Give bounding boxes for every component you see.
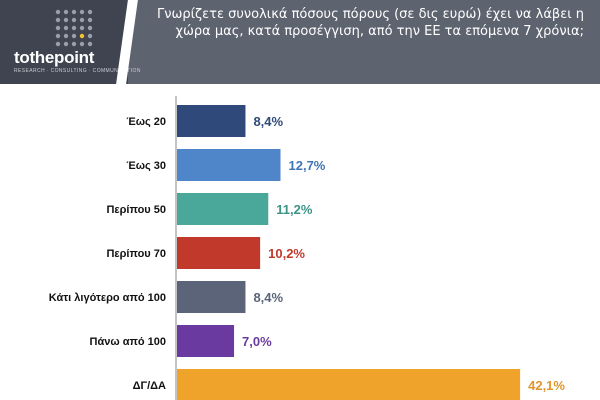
logo-dot (71, 41, 77, 47)
bar (177, 281, 246, 313)
logo-dot (63, 41, 69, 47)
logo-dot (87, 17, 93, 23)
bar-chart: Έως 20 8,4% Έως 30 12,7% Περίπου 50 11,2% Περί… (49, 96, 565, 400)
value-label: 12,7% (289, 158, 326, 173)
logo-dot (63, 25, 69, 31)
logo-dot (63, 9, 69, 15)
value-label: 8,4% (253, 114, 283, 129)
question-title: Γνωρίζετε συνολικά πόσους πόρους (σε δις… (157, 7, 584, 39)
logo-dot (63, 17, 69, 23)
category-label: ΔΓ/ΔΑ (133, 380, 166, 392)
header-banner: tothepoint RESEARCH · CONSULTING · COMMU… (0, 0, 600, 84)
logo-tagline: RESEARCH · CONSULTING · COMMUNICATION (14, 68, 141, 74)
category-label: Περίπου 70 (106, 248, 166, 260)
logo-dot (87, 33, 93, 39)
category-label: Κάτι λιγότερο από 100 (49, 292, 166, 304)
logo-dot (55, 33, 61, 39)
logo-dot (71, 9, 77, 15)
logo-dot (55, 25, 61, 31)
bar (177, 369, 521, 400)
value-label: 7,0% (242, 334, 272, 349)
category-label: Πάνω από 100 (90, 336, 166, 348)
logo-block: tothepoint RESEARCH · CONSULTING · COMMU… (0, 0, 141, 84)
logo-dot (79, 33, 85, 39)
bar (177, 237, 261, 269)
logo-dot (79, 17, 85, 23)
logo-dot (79, 25, 85, 31)
logo-dot-grid-icon (55, 9, 93, 47)
category-label: Έως 30 (126, 160, 166, 172)
logo-dot (87, 25, 93, 31)
category-label: Έως 20 (126, 116, 166, 128)
logo-dot (55, 17, 61, 23)
logo-dot (63, 33, 69, 39)
value-label: 8,4% (253, 290, 283, 305)
logo-dot (87, 9, 93, 15)
logo-text: tothepoint (14, 48, 95, 67)
logo-dot (71, 25, 77, 31)
logo-dot (55, 9, 61, 15)
bar (177, 105, 246, 137)
logo-dot (87, 41, 93, 47)
logo-dot (71, 33, 77, 39)
logo-dot (71, 17, 77, 23)
bar (177, 193, 269, 225)
category-label: Περίπου 50 (106, 204, 166, 216)
logo-dot (79, 41, 85, 47)
bar (177, 325, 235, 357)
bar (177, 149, 281, 181)
value-label: 11,2% (276, 202, 313, 217)
value-label: 42,1% (528, 378, 565, 393)
value-label: 10,2% (268, 246, 305, 261)
logo-dot (79, 9, 85, 15)
logo-dot (55, 41, 61, 47)
